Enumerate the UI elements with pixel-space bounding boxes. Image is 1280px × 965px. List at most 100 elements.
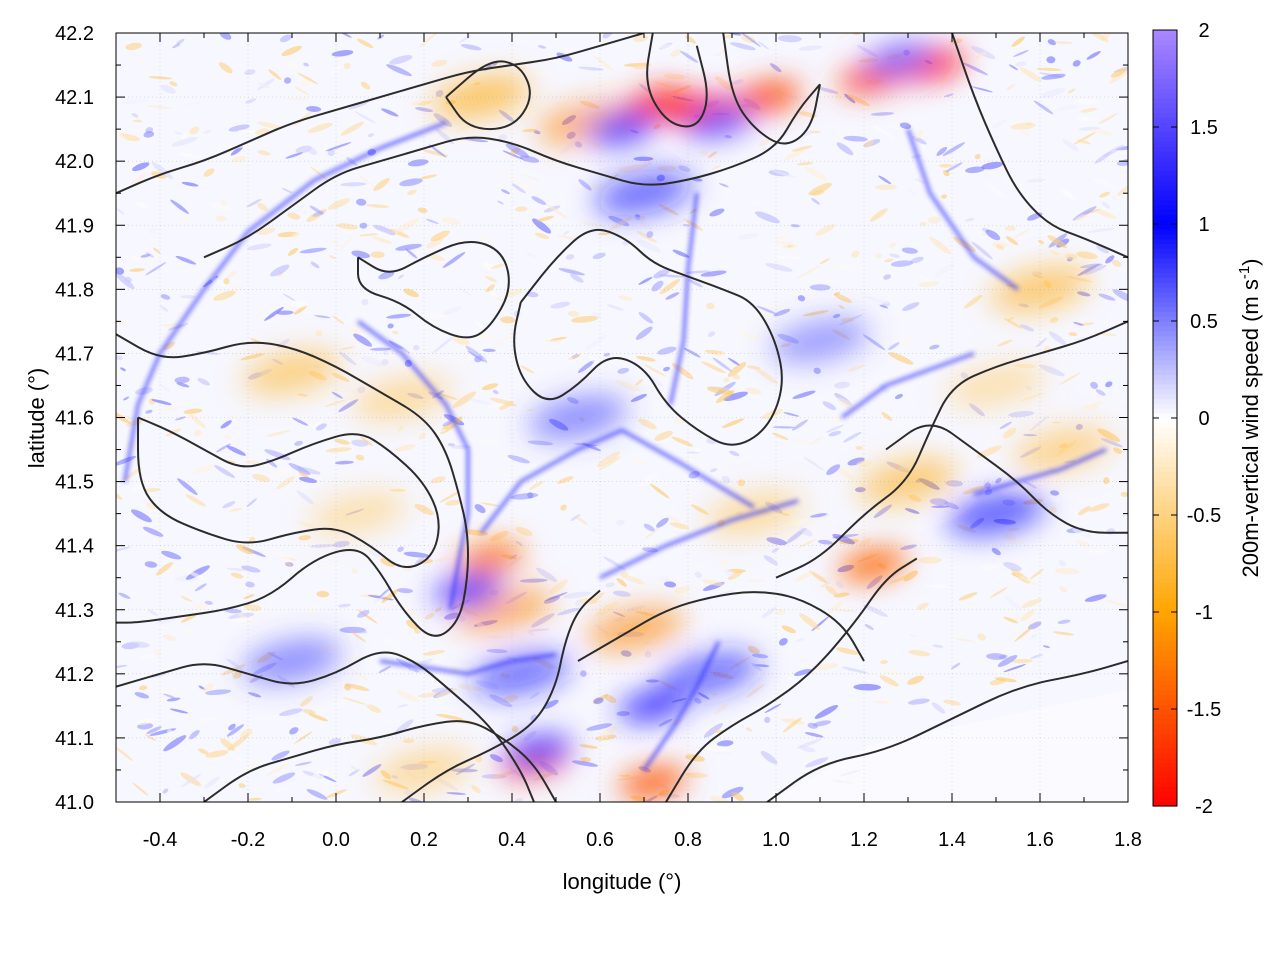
texture-streak bbox=[248, 692, 262, 698]
texture-streak bbox=[890, 260, 914, 267]
texture-streak bbox=[159, 305, 169, 312]
texture-streak bbox=[1102, 201, 1110, 209]
colorbar-step bbox=[1153, 631, 1177, 637]
texture-streak bbox=[1072, 60, 1081, 67]
texture-streak bbox=[197, 378, 211, 386]
texture-streak bbox=[1112, 289, 1128, 303]
texture-streak bbox=[991, 588, 1015, 599]
texture-streak bbox=[934, 263, 956, 277]
texture-streak bbox=[245, 98, 257, 104]
texture-streak bbox=[338, 351, 357, 366]
texture-streak bbox=[287, 247, 299, 256]
texture-streak bbox=[568, 353, 582, 361]
texture-streak bbox=[340, 121, 364, 136]
texture-streak bbox=[931, 505, 950, 508]
texture-streak bbox=[161, 324, 188, 329]
texture-streak bbox=[241, 757, 263, 772]
texture-streak bbox=[373, 224, 396, 236]
terrain-contour bbox=[577, 591, 865, 662]
colorbar-step bbox=[1153, 301, 1177, 308]
colorbar-step bbox=[1153, 306, 1177, 312]
wind-feature bbox=[588, 113, 656, 145]
texture-streak bbox=[797, 295, 806, 302]
colorbar-step bbox=[1153, 752, 1177, 759]
texture-streak bbox=[343, 697, 367, 705]
colorbar-unit-exponent: -1 bbox=[1236, 266, 1253, 279]
colorbar-step bbox=[1153, 670, 1177, 676]
y-tick-label: 41.3 bbox=[55, 600, 94, 622]
texture-streak bbox=[908, 698, 930, 705]
texture-streak bbox=[489, 754, 503, 763]
texture-streak bbox=[774, 255, 802, 259]
texture-streak bbox=[1059, 301, 1075, 312]
wind-feature bbox=[242, 350, 342, 395]
texture-streak bbox=[310, 261, 320, 269]
texture-streak bbox=[697, 645, 724, 653]
colorbar-step bbox=[1153, 403, 1177, 409]
texture-streak bbox=[391, 330, 399, 335]
updraft-ridge bbox=[599, 499, 799, 580]
texture-streak bbox=[593, 697, 604, 705]
texture-streak bbox=[361, 298, 369, 306]
texture-streak bbox=[800, 527, 813, 537]
colorbar-step bbox=[1153, 243, 1177, 249]
texture-streak bbox=[737, 164, 748, 168]
texture-streak bbox=[785, 518, 808, 526]
texture-streak bbox=[899, 337, 916, 347]
colorbar-step bbox=[1153, 253, 1177, 259]
texture-streak bbox=[121, 98, 147, 104]
texture-streak bbox=[245, 581, 255, 588]
texture-streak bbox=[485, 276, 497, 283]
texture-streak bbox=[764, 716, 771, 724]
texture-streak bbox=[264, 306, 284, 321]
texture-streak bbox=[738, 633, 764, 638]
texture-streak bbox=[145, 409, 153, 414]
texture-streak bbox=[1098, 293, 1116, 301]
texture-streak bbox=[1099, 191, 1110, 198]
texture-streak bbox=[944, 93, 954, 98]
texture-streak bbox=[1004, 225, 1016, 231]
texture-streak bbox=[1019, 67, 1042, 82]
texture-streak bbox=[771, 547, 780, 553]
texture-streak bbox=[1105, 381, 1113, 388]
texture-streak bbox=[526, 409, 535, 412]
texture-streak bbox=[798, 45, 823, 51]
texture-streak bbox=[248, 797, 262, 801]
terrain-contour bbox=[116, 333, 469, 637]
texture-streak bbox=[397, 546, 404, 553]
colorbar-step bbox=[1153, 296, 1177, 303]
colorbar-step bbox=[1153, 684, 1177, 691]
texture-streak bbox=[808, 436, 823, 446]
y-tick-label: 41.6 bbox=[55, 408, 94, 430]
texture-streak bbox=[557, 607, 580, 616]
texture-streak bbox=[635, 379, 644, 386]
texture-streak bbox=[306, 106, 322, 112]
texture-streak bbox=[811, 190, 824, 196]
wind-field-texture bbox=[116, 33, 1128, 802]
texture-streak bbox=[162, 788, 169, 794]
texture-streak bbox=[773, 308, 791, 317]
texture-streak bbox=[1042, 645, 1050, 648]
texture-streak bbox=[220, 738, 235, 751]
x-tick-label: 0.8 bbox=[674, 829, 702, 851]
colorbar-step bbox=[1153, 88, 1177, 94]
colorbar-step bbox=[1153, 607, 1177, 613]
texture-streak bbox=[343, 62, 351, 70]
texture-streak bbox=[835, 647, 860, 655]
texture-streak bbox=[684, 457, 695, 464]
texture-streak bbox=[1014, 626, 1033, 642]
texture-streak bbox=[1011, 36, 1025, 47]
texture-streak bbox=[314, 315, 331, 319]
texture-streak bbox=[371, 236, 392, 244]
texture-streak bbox=[498, 134, 508, 141]
texture-streak bbox=[644, 527, 661, 540]
texture-streak bbox=[422, 649, 445, 656]
texture-streak bbox=[724, 135, 732, 139]
texture-streak bbox=[723, 391, 748, 401]
texture-streak bbox=[592, 252, 606, 260]
texture-streak bbox=[399, 178, 423, 187]
texture-streak bbox=[936, 146, 948, 156]
texture-streak bbox=[834, 93, 842, 100]
y-tick-label: 41.1 bbox=[55, 728, 94, 750]
texture-streak bbox=[999, 421, 1012, 430]
